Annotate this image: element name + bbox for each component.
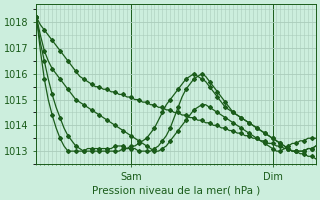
X-axis label: Pression niveau de la mer( hPa ): Pression niveau de la mer( hPa ) <box>92 186 260 196</box>
